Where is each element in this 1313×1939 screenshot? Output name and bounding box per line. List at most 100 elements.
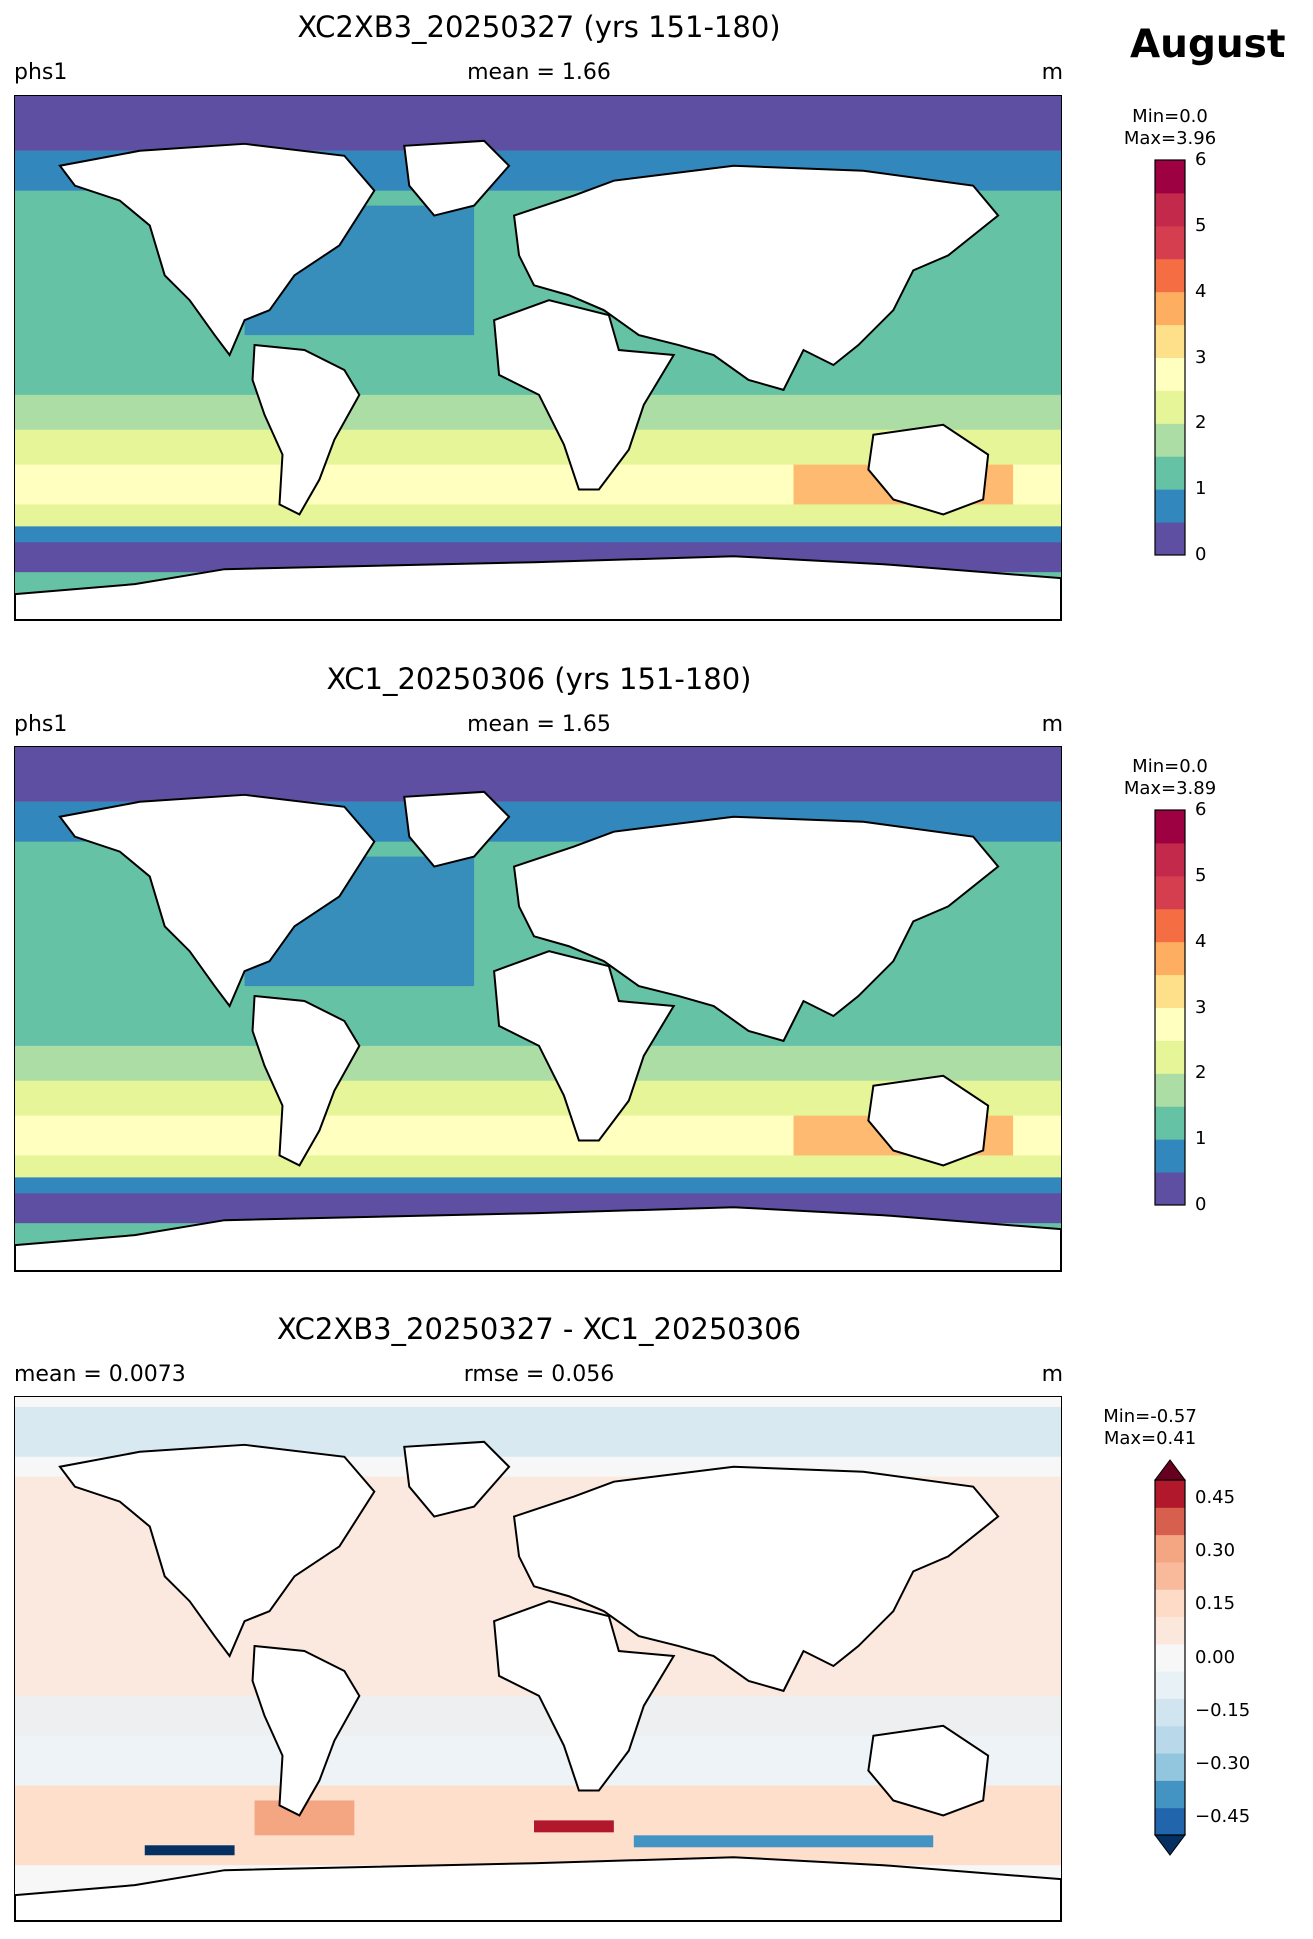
colorbar-segment: [1155, 810, 1185, 844]
colorbar-segment: [1155, 1073, 1185, 1107]
landmass-3: [403, 1440, 511, 1518]
colorbar-segment: [1155, 522, 1185, 556]
colorbar-tick-label: −0.45: [1195, 1806, 1251, 1828]
panel-1-max: Max=3.96: [1123, 128, 1217, 149]
colorbar-segment: [1155, 1616, 1185, 1645]
landmass-6: [867, 1074, 990, 1167]
colorbar-segment: [1155, 357, 1185, 391]
colorbar-segment: [1155, 1139, 1185, 1173]
panel-3-map: [14, 1396, 1062, 1922]
map-canvas: [15, 1397, 1061, 1921]
colorbar-segment: [1155, 1643, 1185, 1672]
panel-2-mean: mean = 1.65: [467, 712, 611, 737]
landmass-2: [251, 994, 361, 1167]
colorbar-tick-label: 4: [1195, 930, 1207, 952]
landmass-7: [15, 555, 1061, 620]
colorbar-segment: [1155, 941, 1185, 976]
colorbar-tick-label: 0.00: [1195, 1646, 1236, 1668]
colorbar-canvas: [1154, 159, 1186, 556]
colorbar-tick-label: 5: [1195, 864, 1207, 886]
landmass-4: [493, 1600, 676, 1792]
panel-2-colorbar: 0 1 2 3 4 5 6: [1154, 799, 1206, 1215]
colorbar-segment: [1155, 160, 1185, 194]
month-title: August: [1130, 22, 1286, 67]
landmass-4: [493, 299, 676, 491]
colorbar-segment: [1155, 390, 1185, 424]
colorbar-tick-label: −0.15: [1195, 1699, 1251, 1721]
colorbar-segment: [1155, 423, 1185, 457]
landmass-7: [15, 1206, 1061, 1271]
panel-1-units: m: [1041, 60, 1063, 85]
map-canvas: [15, 747, 1061, 1271]
landmass-5: [512, 815, 1000, 1043]
panel-1-map: [14, 95, 1062, 621]
panel-3-units: m: [1041, 1362, 1063, 1387]
colorbar-segment: [1155, 1480, 1185, 1508]
colorbar-segment: [1155, 1007, 1185, 1041]
colorbar-segment: [1155, 842, 1185, 877]
colorbar-segment: [1155, 225, 1185, 260]
colorbar-canvas: [1154, 1459, 1186, 1856]
colorbar-segment: [1155, 489, 1185, 523]
colorbar-tick-label: 0.15: [1195, 1593, 1236, 1615]
panel-3-title: XC2XB3_20250327 - XC1_20250306: [276, 1312, 802, 1346]
landmass-6: [867, 1724, 990, 1817]
panel-3-mean: mean = 0.0073: [14, 1362, 186, 1387]
colorbar-tick-label: 4: [1195, 280, 1207, 302]
colorbar-tick-label: 3: [1195, 346, 1207, 368]
colorbar-segment: [1155, 1698, 1185, 1727]
colorbar-tick-label: 2: [1195, 412, 1207, 434]
panel-2-variable: phs1: [14, 712, 68, 737]
landmass-2: [251, 343, 361, 516]
colorbar-tick-label: 0.45: [1195, 1486, 1236, 1508]
colorbar-segment: [1155, 1507, 1185, 1536]
colorbar-segment: [1155, 875, 1185, 910]
landmass-4: [493, 950, 676, 1142]
colorbar-segment: [1155, 258, 1185, 293]
panel-1-variable: phs1: [14, 60, 68, 85]
landmass-1: [58, 1443, 376, 1658]
colorbar-tick-label: 0: [1195, 1194, 1207, 1215]
colorbar-segment: [1155, 1106, 1185, 1140]
colorbar-segment: [1155, 1561, 1185, 1590]
landmass-3: [403, 790, 511, 868]
panel-3-rmse: rmse = 0.056: [463, 1362, 615, 1387]
colorbar-segment: [1155, 456, 1185, 490]
colorbar-tick-label: 3: [1195, 996, 1207, 1018]
panel-1-colorbar: 0 1 2 3 4 5 6: [1154, 149, 1206, 565]
panel-2-min: Min=0.0: [1132, 756, 1208, 777]
colorbar-segment: [1155, 1534, 1185, 1563]
colorbar-segment: [1155, 324, 1185, 358]
colorbar-tick-label: 6: [1195, 799, 1207, 820]
panel-2-max: Max=3.89: [1123, 778, 1217, 799]
colorbar-segment: [1155, 1671, 1185, 1699]
panel-2-units: m: [1041, 712, 1063, 737]
panel-1-mean: mean = 1.66: [467, 60, 611, 85]
colorbar-segment: [1155, 1040, 1185, 1074]
colorbar-segment: [1155, 1725, 1185, 1754]
panel-2-map: [14, 746, 1062, 1272]
colorbar-segment: [1155, 192, 1185, 227]
colorbar-tick-label: −0.30: [1195, 1753, 1251, 1774]
landmass-7: [15, 1856, 1061, 1921]
colorbar-segment: [1155, 1589, 1185, 1618]
colorbar-segment: [1155, 1753, 1185, 1781]
panel-3-min: Min=-0.57: [1103, 1406, 1197, 1427]
colorbar-tick-label: 1: [1195, 478, 1207, 500]
colorbar-segment: [1155, 1172, 1185, 1206]
panel-1-title: XC2XB3_20250327 (yrs 151-180): [297, 10, 781, 44]
colorbar-tick-label: 6: [1195, 149, 1207, 170]
landmass-3: [403, 139, 511, 217]
landmass-2: [251, 1644, 361, 1817]
colorbar-extend-bottom: [1154, 1834, 1186, 1856]
panel-2-title: XC1_20250306 (yrs 151-180): [326, 662, 752, 696]
colorbar-tick-label: 2: [1195, 1062, 1207, 1084]
colorbar-extend-top: [1154, 1459, 1186, 1481]
colorbar-canvas: [1154, 809, 1186, 1206]
landmass-1: [58, 142, 376, 357]
colorbar-segment: [1155, 291, 1185, 326]
panel-1-min: Min=0.0: [1132, 106, 1208, 127]
landmass-5: [512, 164, 1000, 392]
colorbar-tick-label: 0: [1195, 544, 1207, 565]
panel-3-colorbar: 0.45 0.30 0.15 0.00 −0.15 −0.30 −0.45: [1154, 1459, 1250, 1856]
